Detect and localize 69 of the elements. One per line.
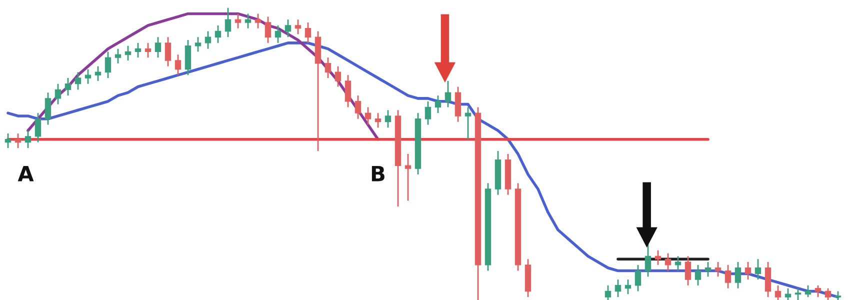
candlestick <box>444 80 452 108</box>
candlestick <box>384 109 392 128</box>
candlestick <box>264 16 272 44</box>
annotation: B <box>372 166 384 182</box>
candlestick <box>694 264 702 286</box>
candlestick <box>794 288 802 300</box>
candlestick <box>764 261 772 298</box>
candlestick <box>724 264 732 290</box>
candlestick <box>74 71 82 90</box>
candlestick <box>734 261 742 290</box>
candlestick <box>784 288 792 300</box>
candlestick <box>404 153 412 202</box>
candlestick <box>14 132 22 149</box>
candlestick <box>164 36 172 68</box>
candlestick <box>714 261 722 278</box>
candlestick <box>274 24 282 44</box>
candlestick <box>754 258 762 280</box>
candlestick <box>294 18 302 35</box>
candlestick <box>144 42 152 58</box>
candlestick <box>804 284 812 298</box>
candlestick <box>284 18 292 38</box>
candlestick <box>104 51 112 79</box>
candlestick <box>54 83 62 105</box>
candlestick <box>34 112 42 143</box>
candlestick <box>344 74 352 108</box>
candlestick <box>304 22 312 44</box>
candlestick <box>624 278 632 295</box>
candlestick <box>4 132 12 149</box>
candlestick <box>704 261 712 278</box>
candlestick <box>214 24 222 44</box>
candlestick <box>644 244 652 278</box>
candlestick <box>744 261 752 280</box>
candlestick <box>24 130 32 149</box>
candlestick <box>424 100 432 126</box>
candlestick <box>324 56 332 79</box>
candlestick <box>334 66 342 88</box>
candlestick <box>684 255 692 286</box>
candlestick <box>154 36 162 58</box>
candlestick <box>824 288 832 300</box>
candlestick <box>374 112 382 128</box>
candlestick <box>114 48 122 64</box>
candlestick <box>604 284 612 300</box>
candlestick <box>174 54 182 76</box>
candlestick <box>654 250 662 266</box>
candlestick <box>434 94 442 114</box>
candlestick <box>224 7 232 38</box>
annotation: A <box>18 166 34 182</box>
candlestick <box>614 278 622 298</box>
candlestick <box>184 39 192 76</box>
candlestick <box>354 94 362 120</box>
candlestick <box>254 13 262 30</box>
candlestick <box>664 252 672 272</box>
candlestick <box>44 92 52 126</box>
candlestick <box>814 284 822 298</box>
candlestick <box>774 284 782 300</box>
candlestick <box>244 13 252 30</box>
candlestick <box>364 106 372 126</box>
candlestick <box>194 36 202 52</box>
candlestick <box>134 42 142 58</box>
candlestick <box>674 255 682 272</box>
candlestick <box>124 45 132 62</box>
candlestick <box>204 30 212 50</box>
candlestick <box>84 68 92 85</box>
candlestick <box>634 264 642 292</box>
candlestick <box>64 77 72 96</box>
candlestick <box>464 106 472 140</box>
candlestick <box>94 66 102 82</box>
candlestick <box>454 86 462 123</box>
candlestick <box>234 13 242 30</box>
